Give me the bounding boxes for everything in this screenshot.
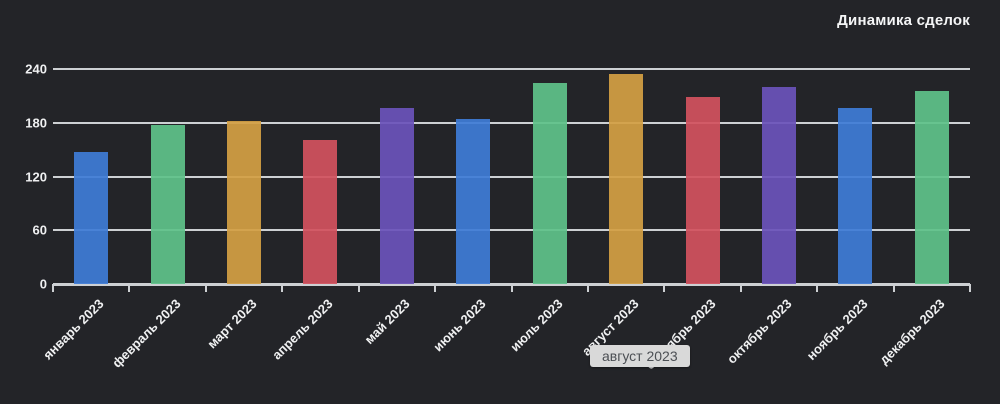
chart-title: Динамика сделок — [837, 12, 970, 29]
x-tick-0 — [52, 284, 54, 292]
x-tick-1 — [128, 284, 131, 292]
gridline-120 — [53, 175, 970, 178]
x-tick-11 — [892, 284, 895, 292]
x-tick-3 — [281, 284, 284, 292]
bar-сентябрь-2023[interactable] — [685, 96, 720, 284]
x-tick-8 — [663, 284, 666, 292]
plot-area — [53, 68, 970, 286]
bar-март-2023[interactable] — [227, 120, 262, 284]
y-tick-label-240: 240 — [25, 61, 47, 77]
y-tick-label-120: 120 — [25, 169, 47, 184]
bar-январь-2023[interactable] — [74, 152, 109, 284]
bar-апрель-2023[interactable] — [303, 139, 338, 284]
bar-октябрь-2023[interactable] — [761, 86, 796, 284]
x-tick-7 — [586, 284, 589, 292]
bar-ноябрь-2023[interactable] — [838, 108, 873, 284]
gridline-180 — [53, 121, 970, 124]
x-tick-12 — [969, 284, 971, 292]
x-tick-5 — [434, 284, 437, 292]
x-tick-9 — [739, 284, 742, 292]
x-tick-10 — [816, 284, 819, 292]
y-tick-label-180: 180 — [25, 115, 47, 131]
tooltip: август 2023 — [590, 345, 690, 367]
x-tick-4 — [357, 284, 360, 292]
bar-июнь-2023[interactable] — [456, 119, 491, 284]
y-tick-label-0: 0 — [39, 276, 47, 292]
x-tick-6 — [510, 284, 513, 292]
y-tick-label-60: 60 — [32, 222, 47, 238]
bar-июль-2023[interactable] — [532, 83, 567, 284]
bar-февраль-2023[interactable] — [150, 125, 185, 284]
bar-август-2023[interactable] — [609, 74, 644, 284]
gridline-240 — [53, 68, 970, 70]
bar-декабрь-2023[interactable] — [914, 90, 949, 284]
bar-май-2023[interactable] — [379, 108, 414, 284]
x-tick-2 — [204, 284, 207, 292]
gridline-60 — [53, 229, 970, 232]
